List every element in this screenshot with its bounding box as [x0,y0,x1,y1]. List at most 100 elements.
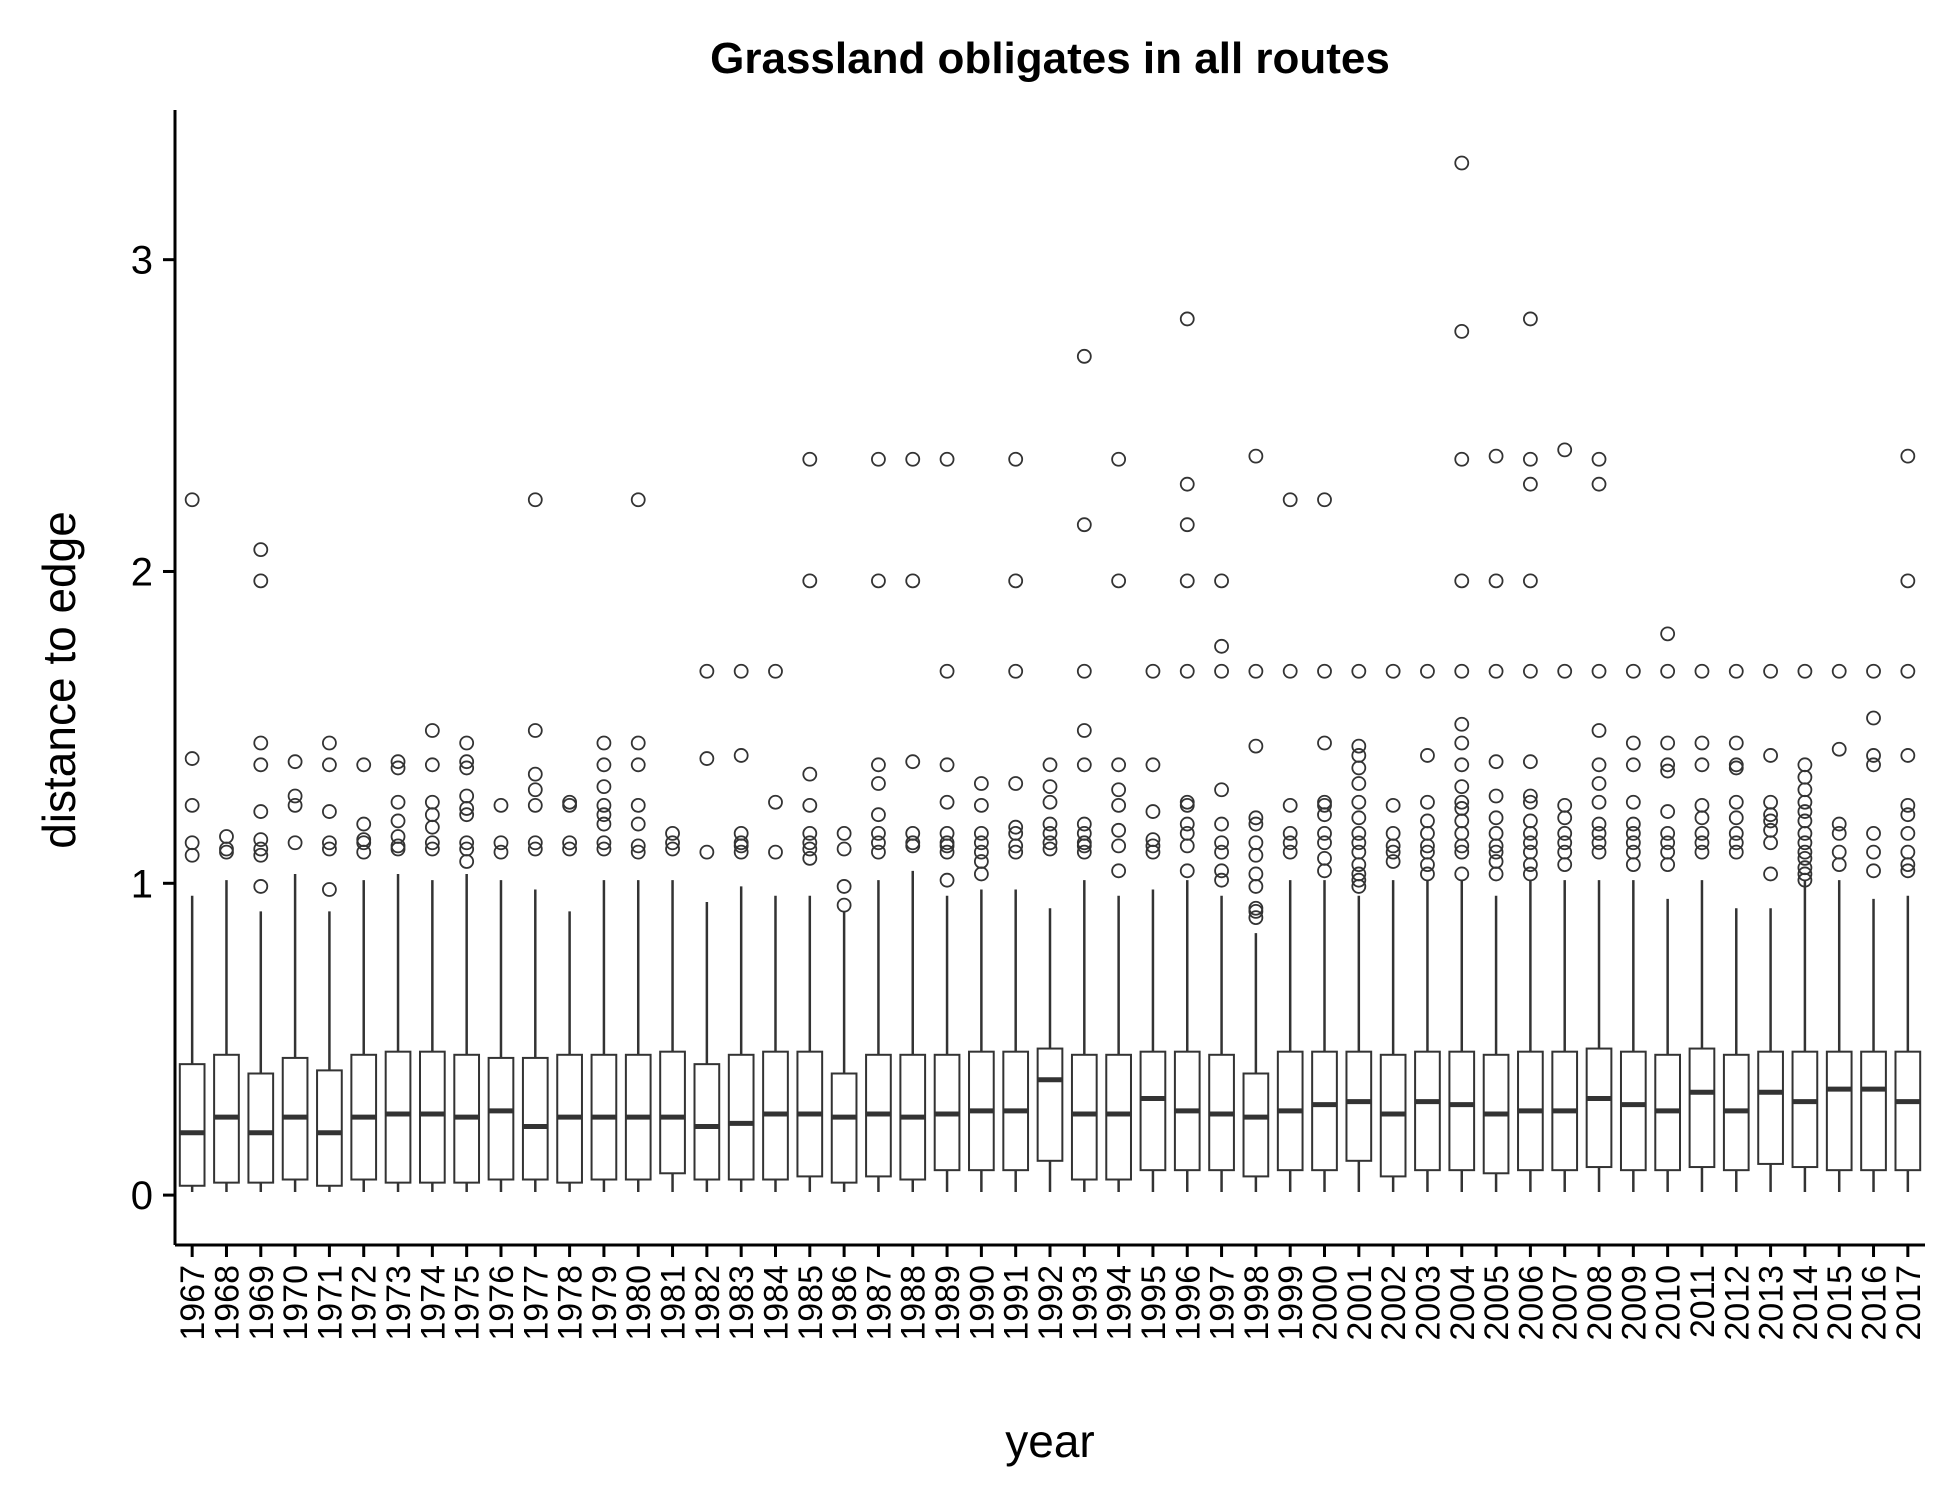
outlier-point [1248,866,1264,882]
outlier-point [630,838,646,854]
outlier-point [459,760,475,776]
outlier-point [1866,826,1881,841]
outlier-point [1385,797,1401,813]
outlier-point [1042,794,1058,810]
x-axis: 1967196819691970197119721973197419751976… [174,1243,1928,1341]
outlier-point [1625,794,1641,810]
outlier-point [1728,826,1744,841]
x-tick-label: 1985 [792,1265,830,1341]
outlier-point [1351,857,1367,872]
outlier-point [1282,844,1298,860]
outlier-point [596,835,612,851]
x-tick-label: 1995 [1135,1265,1173,1341]
box-1999 [1276,492,1304,1192]
outlier-point [184,492,200,508]
outlier-point [184,835,200,851]
box-2003 [1414,663,1441,1192]
box-2014 [1791,663,1819,1192]
outlier-point [1454,813,1470,829]
outlier-point [1145,832,1161,848]
outlier-point [1042,816,1058,832]
outlier-point [1214,844,1229,860]
outlier-point [1008,663,1024,679]
box-1970 [281,754,309,1192]
x-tick-label: 1991 [998,1265,1036,1341]
outlier-point [630,492,646,508]
outlier-point [1488,754,1504,770]
x-tick-label: 2005 [1478,1265,1516,1341]
outlier-point [1488,663,1504,679]
box-1997 [1208,573,1235,1192]
box-1989 [933,451,961,1192]
outlier-point [527,797,543,813]
box-2008 [1585,451,1613,1192]
outlier-point [287,797,303,813]
box-1972 [350,757,378,1192]
outlier-point [1248,910,1264,925]
iqr-box [316,1069,343,1187]
outlier-point [1900,573,1916,589]
box-1982 [693,663,721,1192]
outlier-point [1248,738,1264,754]
outlier-point [1591,757,1607,773]
outlier-point [322,735,337,751]
outlier-point [1248,835,1264,851]
outlier-point [1763,794,1778,810]
outlier-point [1351,794,1367,810]
outlier-point [1454,844,1470,860]
outlier-point [1351,872,1367,888]
outlier-point [527,492,543,508]
outlier-point [253,879,269,894]
outlier-point [253,804,269,819]
iqr-box [1139,1050,1167,1172]
outlier-point [1763,663,1778,679]
outlier-point [390,829,406,844]
outlier-point [253,832,269,848]
box-1980 [624,492,652,1192]
outlier-point [802,766,818,782]
outlier-point [219,844,234,860]
outlier-point [1522,826,1538,841]
x-tick-label: 1990 [963,1265,1001,1341]
outlier-point [1488,448,1504,464]
outlier-point [1179,476,1195,492]
outlier-point [665,835,680,851]
outlier-point [1797,860,1813,876]
outlier-point [1420,857,1435,872]
outlier-point [1522,794,1538,810]
outlier-point [322,882,337,897]
iqr-box [727,1053,755,1181]
outlier-point [1351,835,1367,851]
outlier-point [1797,794,1813,810]
outlier-point [1831,826,1847,841]
iqr-box [1825,1050,1853,1172]
outlier-point [1111,451,1127,467]
box-2012 [1722,663,1750,1192]
iqr-box [1894,1050,1922,1172]
box-1977 [521,492,549,1192]
iqr-box [1448,1050,1476,1172]
outlier-point [973,844,989,860]
outlier-point [1179,517,1195,533]
outlier-point [1557,797,1573,813]
outlier-point [1317,492,1332,508]
outlier-point [1454,735,1470,751]
outlier-point [424,835,440,851]
x-tick-label: 1999 [1272,1265,1310,1341]
x-tick-label: 1980 [620,1265,658,1341]
outlier-point [1797,844,1813,860]
outlier-point [390,838,406,854]
x-tick-label: 2009 [1615,1265,1653,1341]
outlier-point [1076,517,1092,533]
iqr-box [1345,1050,1373,1162]
outlier-point [219,841,234,857]
iqr-box [1688,1047,1716,1169]
outlier-point [836,826,852,841]
outlier-point [1111,782,1127,798]
x-tick-label: 1968 [208,1265,246,1341]
outlier-point [630,735,646,751]
outlier-point [1488,866,1504,882]
iqr-box [1791,1050,1819,1169]
outlier-point [1179,863,1195,879]
outlier-point [1317,797,1332,813]
